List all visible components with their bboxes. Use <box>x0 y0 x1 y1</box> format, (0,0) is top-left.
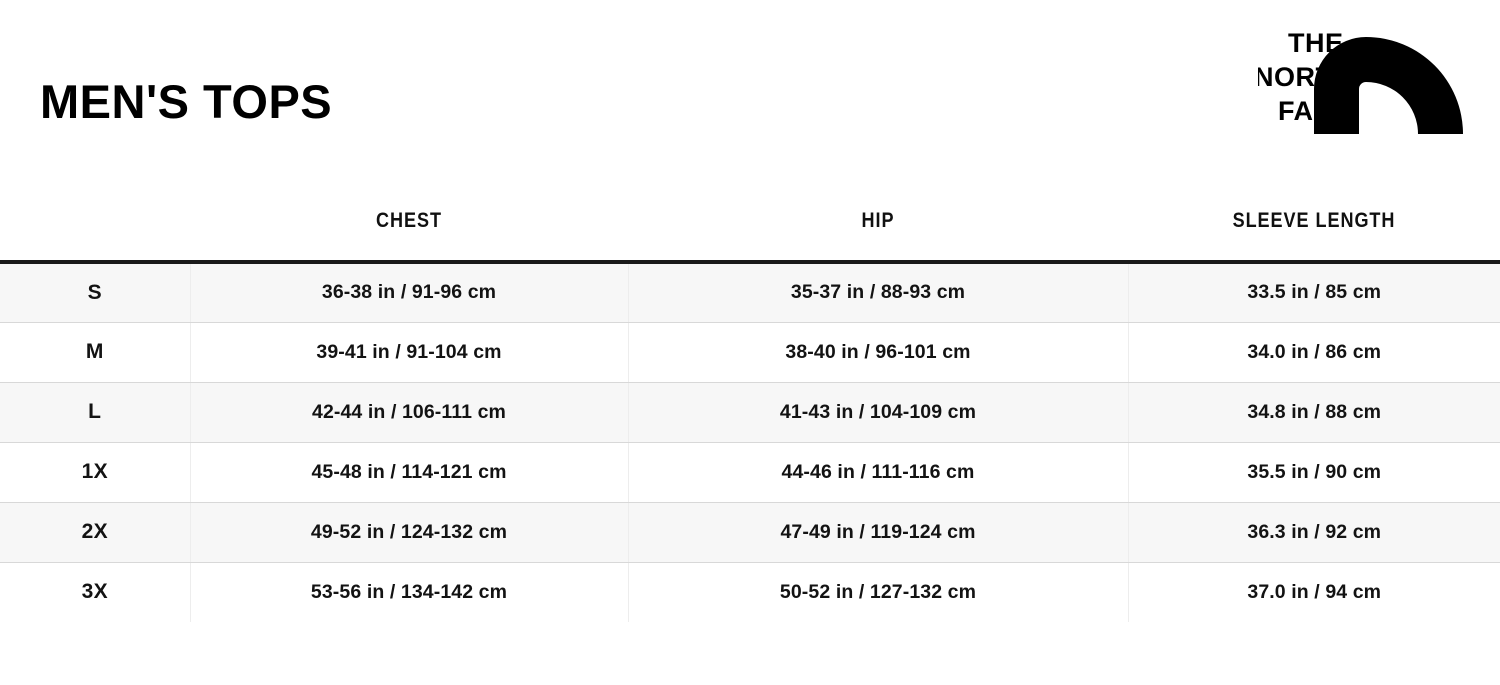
cell-sleeve: 35.5 in / 90 cm <box>1128 442 1500 503</box>
page-header: MEN'S TOPS THE NORTH FACE <box>0 0 1500 180</box>
column-header-size <box>0 196 190 264</box>
cell-chest: 49-52 in / 124-132 cm <box>190 502 629 563</box>
cell-sleeve: 37.0 in / 94 cm <box>1128 562 1500 622</box>
cell-hip-value: 38-40 in / 96-101 cm <box>785 340 971 363</box>
column-header-chest: CHEST <box>190 196 628 264</box>
cell-chest-value: 53-56 in / 134-142 cm <box>310 580 508 603</box>
cell-size: M <box>0 322 191 383</box>
table-body: S 36-38 in / 91-96 cm 35-37 in / 88-93 c… <box>0 262 1500 622</box>
cell-chest: 45-48 in / 114-121 cm <box>190 442 629 503</box>
cell-sleeve-value: 36.3 in / 92 cm <box>1247 520 1382 543</box>
cell-hip: 38-40 in / 96-101 cm <box>628 322 1129 383</box>
cell-size: 1X <box>0 442 191 503</box>
cell-hip-value: 44-46 in / 111-116 cm <box>781 460 975 483</box>
cell-sleeve-value: 33.5 in / 85 cm <box>1247 281 1382 304</box>
table-header-row: CHEST HIP SLEEVE LENGTH <box>0 196 1500 264</box>
size-chart-table: CHEST HIP SLEEVE LENGTH S 36-38 in / 91-… <box>0 196 1500 622</box>
column-header-chest-label: CHEST <box>376 209 442 232</box>
cell-size: S <box>0 262 191 323</box>
cell-sleeve-value: 37.0 in / 94 cm <box>1247 580 1382 603</box>
cell-hip-value: 47-49 in / 119-124 cm <box>780 520 976 543</box>
cell-size: L <box>0 382 191 443</box>
cell-hip: 50-52 in / 127-132 cm <box>628 562 1129 622</box>
column-header-sleeve-length: SLEEVE LENGTH <box>1128 196 1500 264</box>
cell-chest-value: 36-38 in / 91-96 cm <box>321 281 497 304</box>
brand-line-1: THE <box>1288 28 1344 58</box>
table-row: 2X 49-52 in / 124-132 cm 47-49 in / 119-… <box>0 502 1500 563</box>
cell-chest: 53-56 in / 134-142 cm <box>190 562 629 622</box>
cell-sleeve-value: 34.0 in / 86 cm <box>1247 340 1382 363</box>
table-row: S 36-38 in / 91-96 cm 35-37 in / 88-93 c… <box>0 262 1500 323</box>
brand-line-3: FACE <box>1278 96 1352 126</box>
cell-sleeve-value: 34.8 in / 88 cm <box>1247 400 1382 423</box>
cell-hip: 47-49 in / 119-124 cm <box>628 502 1129 563</box>
cell-hip-value: 50-52 in / 127-132 cm <box>779 580 977 603</box>
table-row: 3X 53-56 in / 134-142 cm 50-52 in / 127-… <box>0 562 1500 622</box>
cell-chest-value: 39-41 in / 91-104 cm <box>316 340 502 363</box>
column-header-sleeve-length-label: SLEEVE LENGTH <box>1232 209 1396 232</box>
cell-size: 3X <box>0 562 191 622</box>
cell-sleeve-value: 35.5 in / 90 cm <box>1247 460 1382 483</box>
cell-sleeve: 33.5 in / 85 cm <box>1128 262 1500 323</box>
cell-hip: 41-43 in / 104-109 cm <box>628 382 1129 443</box>
table-row: M 39-41 in / 91-104 cm 38-40 in / 96-101… <box>0 322 1500 383</box>
cell-chest: 39-41 in / 91-104 cm <box>190 322 629 383</box>
brand-logo: THE NORTH FACE <box>1258 26 1464 134</box>
column-header-hip: HIP <box>628 196 1128 264</box>
cell-chest-value: 49-52 in / 124-132 cm <box>310 520 508 543</box>
cell-hip-value: 41-43 in / 104-109 cm <box>779 400 977 423</box>
cell-sleeve: 34.0 in / 86 cm <box>1128 322 1500 383</box>
column-header-hip-label: HIP <box>861 209 895 232</box>
cell-size: 2X <box>0 502 191 563</box>
table-row: 1X 45-48 in / 114-121 cm 44-46 in / 111-… <box>0 442 1500 503</box>
cell-chest: 36-38 in / 91-96 cm <box>190 262 629 323</box>
cell-sleeve: 36.3 in / 92 cm <box>1128 502 1500 563</box>
cell-chest: 42-44 in / 106-111 cm <box>190 382 629 443</box>
cell-hip: 35-37 in / 88-93 cm <box>628 262 1129 323</box>
table-row: L 42-44 in / 106-111 cm 41-43 in / 104-1… <box>0 382 1500 443</box>
cell-sleeve: 34.8 in / 88 cm <box>1128 382 1500 443</box>
page-title: MEN'S TOPS <box>40 75 333 128</box>
cell-hip: 44-46 in / 111-116 cm <box>628 442 1129 503</box>
cell-chest-value: 45-48 in / 114-121 cm <box>311 460 507 483</box>
cell-hip-value: 35-37 in / 88-93 cm <box>790 281 966 304</box>
brand-line-2: NORTH <box>1258 62 1353 92</box>
brand-wordmark: THE NORTH FACE <box>1258 28 1353 126</box>
cell-chest-value: 42-44 in / 106-111 cm <box>312 400 506 423</box>
half-dome-icon <box>1314 37 1463 134</box>
